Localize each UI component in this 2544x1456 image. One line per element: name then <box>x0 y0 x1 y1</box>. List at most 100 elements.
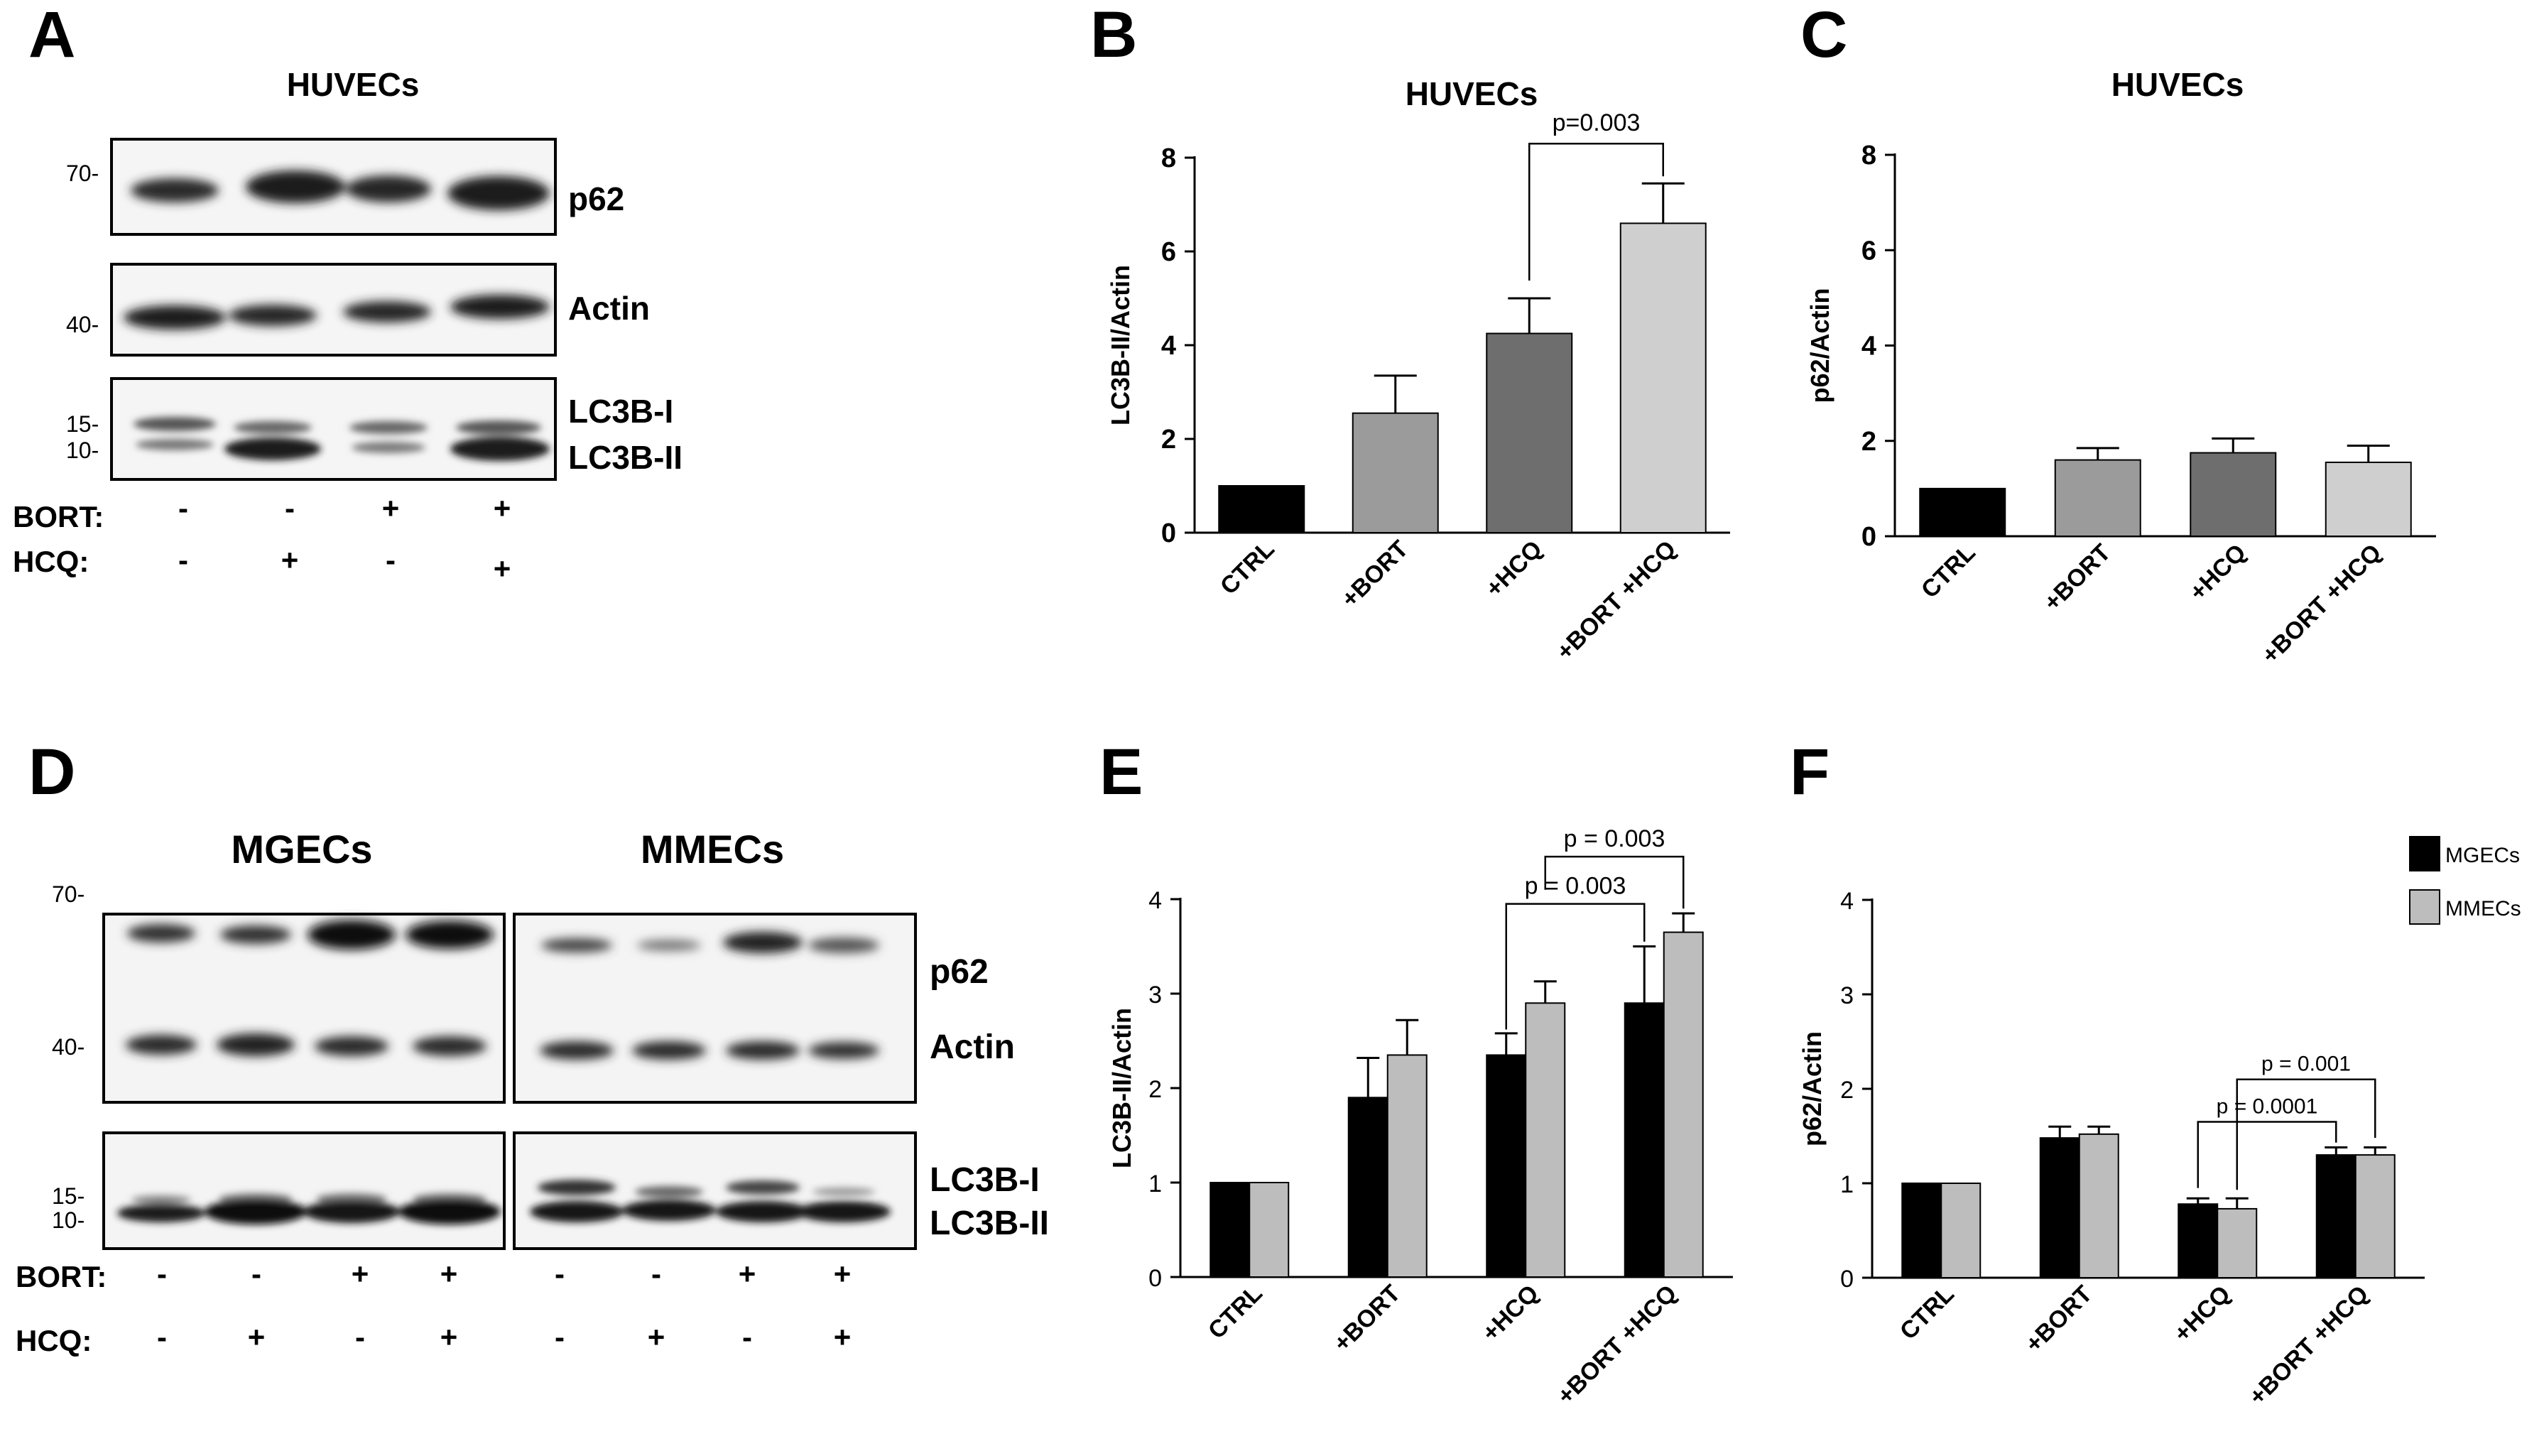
treat-d-bort-2: - <box>251 1257 261 1291</box>
chart-b-bar <box>1619 222 1707 533</box>
blot-a-actin-bands <box>124 295 550 330</box>
treat-a-hcq-1: - <box>178 543 188 577</box>
panel-letter-b: B <box>1090 0 1137 71</box>
chart-c-bar <box>1919 487 2006 537</box>
treat-d-bort-3: + <box>352 1257 369 1291</box>
chart-f-pvalue-2: p = 0.001 <box>2261 1053 2351 1076</box>
blot-d-mgecs-lc3b-bands <box>117 1193 501 1224</box>
mw-a-10: 10- <box>66 438 99 463</box>
chart-b-ytick-label: 4 <box>1161 331 1176 361</box>
blot-d-title-mgecs: MGECs <box>231 827 372 871</box>
chart-c-ytick-label: 0 <box>1861 522 1876 552</box>
chart-e-bar-mgecs <box>1486 1054 1527 1278</box>
chart-b-lc3b-huvecs: HUVECs 0 2 4 6 8 LC3B-II/Actin CTRL +BORT +HCQ +BO… <box>1106 75 1730 665</box>
legend-label-mmecs: MMECs <box>2445 897 2521 920</box>
chart-c-category-label: CTRL <box>1916 539 1981 604</box>
panel-letter-c: C <box>1800 0 1847 71</box>
panel-a: A HUVECs 70- p62 40- Actin <box>13 0 683 585</box>
chart-b-category-label: +BORT +HCQ <box>1551 536 1681 665</box>
chart-f-bar-mmecs <box>2078 1133 2119 1278</box>
chart-f-ytick-label: 1 <box>1840 1171 1854 1198</box>
treat-d-signs: - - + + - - + + - + - + - + - + <box>157 1257 851 1354</box>
mw-d-10: 10- <box>52 1207 85 1233</box>
chart-b-significance-bracket <box>1528 142 1664 281</box>
chart-e-significance-bracket-1 <box>1505 903 1646 1030</box>
band-a-actin: Actin <box>568 290 650 327</box>
chart-b-ytick-label: 6 <box>1161 237 1176 267</box>
band-a-p62: p62 <box>568 180 624 217</box>
band-d-p62: p62 <box>930 953 989 991</box>
panel-d: D MGECs MMECs 70- 40- p62 <box>16 736 1049 1357</box>
band-d-lc3b-ii: LC3B-II <box>930 1205 1049 1242</box>
blot-d-mmecs-lc3b-bands <box>530 1180 891 1222</box>
blot-a-title: HUVECs <box>287 66 420 103</box>
treat-d-hcq-label: HCQ: <box>16 1324 92 1357</box>
chart-f-ylabel: p62/Actin <box>1798 1031 1827 1146</box>
chart-c-ytick-label: 8 <box>1861 141 1876 170</box>
mw-d-70: 70- <box>52 881 85 907</box>
chart-b-ytick-label: 2 <box>1161 425 1176 455</box>
band-a-lc3b-ii: LC3B-II <box>568 439 683 476</box>
band-d-lc3b-i: LC3B-I <box>930 1161 1040 1199</box>
chart-f-bar-mmecs <box>2217 1207 2258 1279</box>
chart-e-ylabel: LC3B-II/Actin <box>1107 1008 1136 1168</box>
chart-f-bar-mgecs <box>2178 1203 2219 1279</box>
chart-e-lc3b-mgecs-mmecs: 0 1 2 3 4 LC3B-II/Actin CTRL +BORT +HCQ +BORT +HC… <box>1107 825 1733 1410</box>
treat-d-hcq-4: + <box>440 1320 458 1354</box>
treat-a-bort-4: + <box>494 491 511 525</box>
blot-a-p62-bands <box>131 170 550 210</box>
chart-f-significance-bracket-2 <box>2236 1078 2376 1190</box>
chart-b-bar <box>1352 412 1439 534</box>
chart-e-ytick-label: 0 <box>1148 1265 1162 1292</box>
treat-d-hcq-8: + <box>834 1320 852 1354</box>
chart-f-ytick-label: 0 <box>1840 1266 1854 1293</box>
chart-f-p62-mgecs-mmecs: 0 1 2 3 4 p62/Actin CTRL +BORT +HCQ +BORT +HCQ p =… <box>1798 836 2521 1411</box>
chart-c-ytick-label: 6 <box>1861 236 1876 266</box>
chart-e-significance-bracket-2 <box>1544 855 1685 909</box>
chart-f-category-label: CTRL <box>1895 1281 1959 1345</box>
treat-a-hcq-3: - <box>386 543 396 577</box>
mw-a-70: 70- <box>66 161 99 186</box>
chart-e-category-label: +BORT <box>1328 1280 1406 1357</box>
chart-b-ytick-label: 0 <box>1161 518 1176 548</box>
treat-d-hcq-5: - <box>555 1320 565 1354</box>
chart-e-bar-mgecs <box>1347 1097 1388 1278</box>
treat-d-hcq-6: + <box>648 1320 665 1354</box>
chart-f-ytick-label: 3 <box>1840 982 1854 1009</box>
chart-e-category-label: +HCQ <box>1477 1280 1544 1347</box>
treat-a-bort-2: - <box>285 491 295 525</box>
chart-e-bar-mmecs <box>1663 931 1704 1278</box>
chart-f-category-label: +BORT +HCQ <box>2244 1281 2374 1411</box>
chart-c-bar <box>2190 452 2277 537</box>
chart-e-category-label: CTRL <box>1203 1280 1268 1344</box>
chart-f-bar-mgecs <box>2039 1137 2080 1279</box>
treat-d-hcq-3: - <box>355 1320 365 1354</box>
panel-letter-f: F <box>1790 736 1830 808</box>
treat-a-hcq-label: HCQ: <box>13 545 89 578</box>
chart-c-category-label: +BORT +HCQ <box>2256 539 2386 669</box>
blot-d-mgecs-lc3b-membrane <box>102 1131 506 1250</box>
chart-c-ytick-label: 4 <box>1861 332 1876 362</box>
chart-f-legend: MGECs MMECs <box>2409 836 2521 925</box>
chart-b-ylabel: LC3B-II/Actin <box>1106 265 1135 425</box>
chart-f-ytick-label: 2 <box>1840 1077 1854 1104</box>
chart-f-category-label: +BORT <box>2020 1281 2097 1358</box>
treat-a-bort-3: + <box>382 491 400 525</box>
mw-a-15: 15- <box>66 411 99 437</box>
chart-e-ytick-label: 2 <box>1148 1076 1162 1103</box>
chart-f-bar-mmecs <box>2354 1154 2396 1278</box>
mw-d-15: 15- <box>52 1183 85 1209</box>
panel-letter-d: D <box>28 736 75 808</box>
chart-b-category-label: +HCQ <box>1481 536 1548 602</box>
treat-d-bort-label: BORT: <box>16 1260 107 1293</box>
band-d-actin: Actin <box>930 1028 1015 1066</box>
treat-a-hcq-4: + <box>494 552 511 585</box>
chart-f-significance-bracket-1 <box>2197 1121 2337 1188</box>
chart-b-category-label: CTRL <box>1215 536 1280 600</box>
chart-c-ylabel: p62/Actin <box>1805 288 1834 403</box>
treat-a-hcq-2: + <box>281 543 299 577</box>
legend-swatch-mmecs <box>2409 889 2440 925</box>
chart-c-title: HUVECs <box>2111 66 2244 103</box>
blot-a-lc3b-bands <box>134 417 550 461</box>
